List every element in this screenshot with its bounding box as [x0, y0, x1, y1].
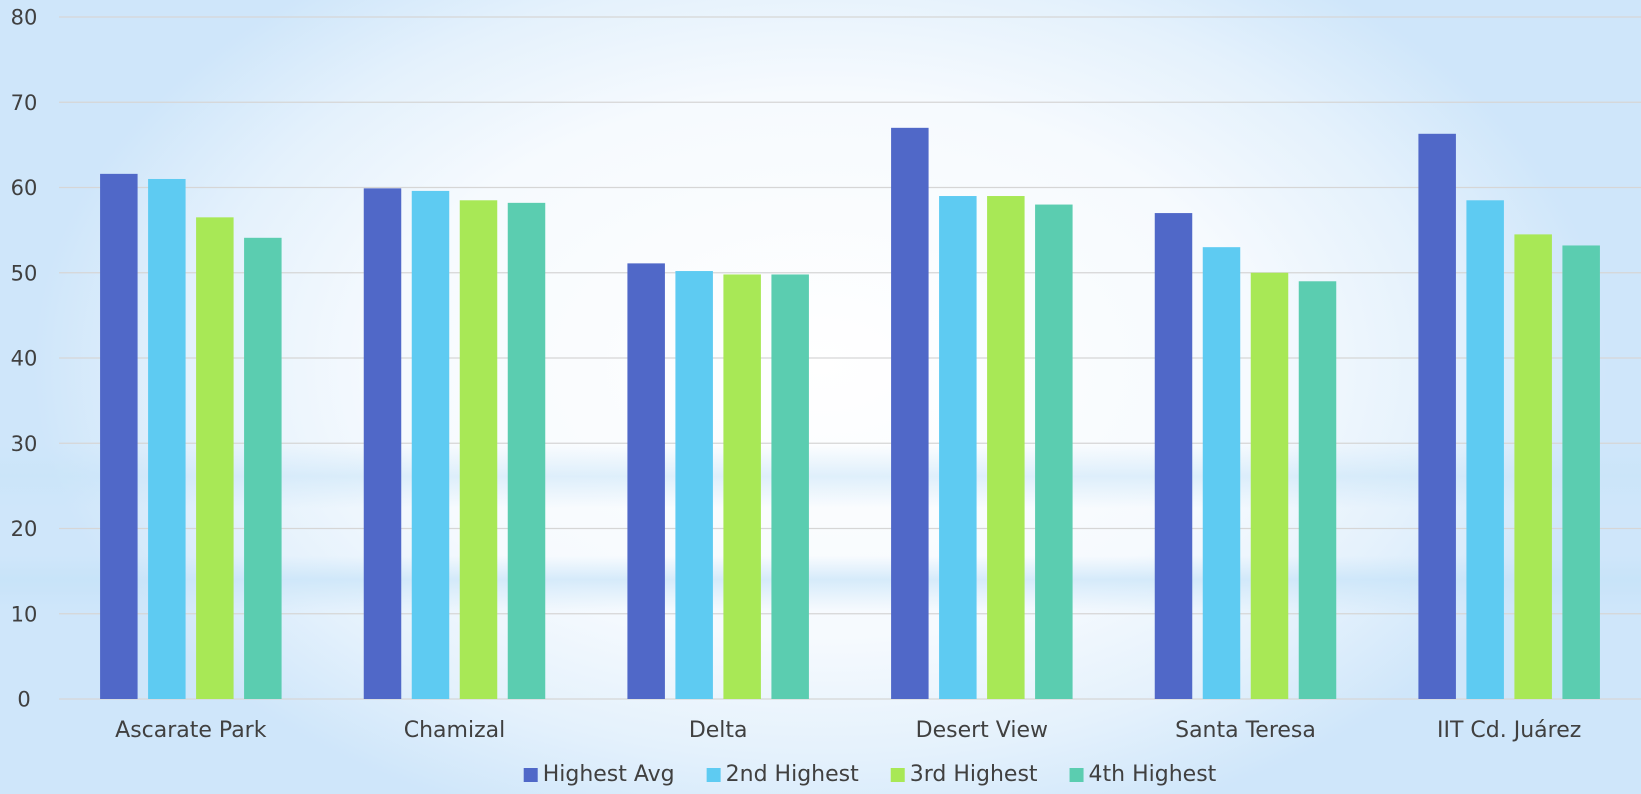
- y-axis-tick-labels: 0 10 20 30 40 50 60 70 80: [11, 6, 38, 712]
- bar-delta-2nd-highest: [675, 271, 713, 699]
- legend-label-4th-highest: 4th Highest: [1089, 762, 1217, 787]
- legend-swatch-2nd-highest: [706, 768, 721, 782]
- bar-iit-cd-ju-rez-3rd-highest: [1514, 234, 1552, 699]
- bar-delta-3rd-highest: [723, 274, 761, 699]
- bar-chamizal-highest-avg: [363, 188, 402, 700]
- bar-ascarate-park-2nd-highest: [148, 178, 186, 700]
- legend-swatch-3rd-highest: [890, 768, 905, 782]
- bars: [100, 127, 1600, 700]
- bar-desert-view-2nd-highest: [939, 196, 977, 699]
- bar-desert-view-highest-avg: [891, 127, 929, 699]
- x-tick-label-delta: Delta: [689, 718, 748, 743]
- y-tick-label-60: 60: [11, 176, 38, 200]
- bar-desert-view-4th-highest: [1035, 204, 1073, 700]
- legend-label-highest-avg: Highest Avg: [543, 762, 675, 787]
- y-tick-label-80: 80: [11, 6, 38, 30]
- x-axis-tick-labels: Ascarate Park Chamizal Delta Desert View San…: [115, 718, 1581, 743]
- x-tick-label-santa-teresa: Santa Teresa: [1175, 718, 1316, 743]
- y-tick-label-50: 50: [11, 261, 38, 285]
- y-tick-label-70: 70: [11, 91, 38, 115]
- bar-chamizal-4th-highest: [507, 202, 546, 699]
- y-tick-label-40: 40: [11, 347, 38, 371]
- bar-santa-teresa-highest-avg: [1154, 213, 1193, 699]
- x-tick-label-chamizal: Chamizal: [404, 718, 505, 743]
- bar-delta-4th-highest: [771, 274, 809, 699]
- bar-santa-teresa-4th-highest: [1298, 281, 1337, 699]
- legend-swatch-highest-avg: [523, 768, 538, 782]
- legend-label-3rd-highest: 3rd Highest: [910, 762, 1038, 787]
- y-tick-label-20: 20: [11, 517, 38, 541]
- x-tick-label-ascarate-park: Ascarate Park: [115, 718, 267, 743]
- bar-iit-cd-ju-rez-4th-highest: [1562, 245, 1600, 699]
- x-tick-label-iit-cd-ju-rez: IIT Cd. Juárez: [1437, 718, 1581, 743]
- bar-chamizal-3rd-highest: [459, 200, 498, 699]
- x-tick-label-desert-view: Desert View: [916, 718, 1048, 743]
- legend-label-2nd-highest: 2nd Highest: [726, 762, 859, 787]
- bar-ascarate-park-3rd-highest: [196, 217, 234, 699]
- gridlines: [59, 16, 1641, 700]
- bar-ascarate-park-4th-highest: [244, 237, 282, 700]
- legend: Highest Avg 2nd Highest 3rd Highest 4th Hig…: [523, 762, 1217, 787]
- y-tick-label-0: 0: [17, 688, 30, 712]
- bar-ascarate-park-highest-avg: [100, 173, 138, 700]
- bar-iit-cd-ju-rez-2nd-highest: [1466, 200, 1504, 699]
- bar-desert-view-3rd-highest: [987, 196, 1025, 699]
- y-tick-label-10: 10: [11, 602, 38, 626]
- bar-iit-cd-ju-rez-highest-avg: [1418, 133, 1456, 700]
- bar-santa-teresa-3rd-highest: [1250, 272, 1289, 699]
- bar-chamizal-2nd-highest: [411, 190, 450, 699]
- bar-delta-highest-avg: [627, 263, 665, 699]
- legend-swatch-4th-highest: [1069, 768, 1084, 782]
- y-tick-label-30: 30: [11, 432, 38, 456]
- bar-santa-teresa-2nd-highest: [1202, 247, 1241, 700]
